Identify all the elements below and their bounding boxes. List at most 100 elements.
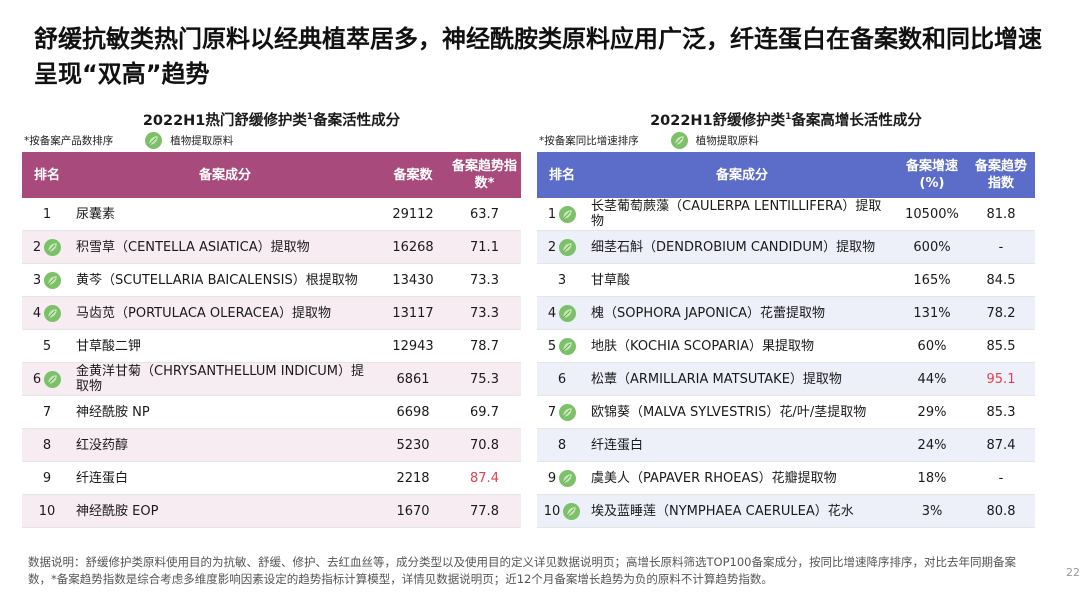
table-row: 5 甘草酸二钾 12943 78.7: [22, 329, 521, 363]
ingredient-name: 积雪草（CENTELLA ASIATICA）提取物: [72, 230, 378, 264]
ingredient-name: 神经酰胺 EOP: [72, 494, 378, 528]
trend-index: 73.3: [448, 296, 521, 330]
table-row: 3 甘草酸 165% 84.5: [537, 263, 1035, 297]
growth-rate: 44%: [897, 362, 967, 396]
filing-count: 29112: [378, 198, 448, 231]
ingredient-name: 红没药醇: [72, 428, 378, 462]
table-row: 6 松蕈（ARMILLARIA MATSUTAKE）提取物 44% 95.1: [537, 362, 1035, 396]
rank-cell: 4: [22, 296, 72, 330]
table-row: 6 金黄洋甘菊（CHRYSANTHELLUM INDICUM）提取物 6861 75.…: [22, 362, 521, 396]
growth-rate: 29%: [897, 395, 967, 429]
rank-number: 6: [557, 371, 567, 387]
rank-cell: 10: [22, 494, 72, 528]
left-table: 排名 备案成分 备案数 备案趋势指数* 1 尿囊素 29112 63.7 2 积雪草（CE…: [22, 152, 521, 528]
ingredient-name: 槐（SOPHORA JAPONICA）花蕾提取物: [587, 296, 897, 330]
trend-index: 84.5: [967, 263, 1035, 297]
left-legend: *按备案产品数排序 植物提取原料: [22, 128, 521, 152]
header-ingredient: 备案成分: [72, 152, 378, 198]
trend-index: 78.7: [448, 329, 521, 363]
ingredient-name: 虞美人（PAPAVER RHOEAS）花瓣提取物: [587, 461, 897, 495]
trend-index: 70.8: [448, 428, 521, 462]
rank-number: 5: [42, 338, 52, 354]
trend-index: -: [967, 230, 1035, 264]
rank-cell: 3: [22, 263, 72, 297]
rank-number: 10: [38, 503, 56, 519]
right-legend: *按备案同比增速排序 植物提取原料: [537, 128, 1035, 152]
rank-number: 5: [547, 338, 557, 354]
rank-number: 9: [42, 470, 52, 486]
right-legend-label: 植物提取原料: [695, 134, 759, 147]
header-trend: 备案趋势指数*: [448, 152, 521, 198]
rank-number: 2: [32, 239, 42, 255]
trend-index: 78.2: [967, 296, 1035, 330]
trend-index: 85.3: [967, 395, 1035, 429]
ingredient-name: 纤连蛋白: [72, 461, 378, 495]
left-legend-label: 植物提取原料: [170, 134, 234, 147]
rank-cell: 8: [537, 428, 587, 462]
header-rank: 排名: [537, 152, 587, 198]
ingredient-name: 马齿苋（PORTULACA OLERACEA）提取物: [72, 296, 378, 330]
rank-number: 8: [42, 437, 52, 453]
rank-cell: 2: [537, 230, 587, 264]
rank-cell: 7: [537, 395, 587, 429]
table-row: 5 地肤（KOCHIA SCOPARIA）果提取物 60% 85.5: [537, 329, 1035, 363]
rank-number: 9: [547, 470, 557, 486]
rank-number: 7: [547, 404, 557, 420]
filing-count: 6698: [378, 395, 448, 429]
left-title-text: 2022H1热门舒缓修护类: [142, 112, 307, 129]
ingredient-name: 松蕈（ARMILLARIA MATSUTAKE）提取物: [587, 362, 897, 396]
table-row: 2 细茎石斛（DENDROBIUM CANDIDUM）提取物 600% -: [537, 230, 1035, 264]
page-title: 舒缓抗敏类热门原料以经典植萃居多，神经酰胺类原料应用广泛，纤连蛋白在备案数和同比…: [34, 25, 1042, 88]
rank-cell: 9: [22, 461, 72, 495]
rank-cell: 5: [22, 329, 72, 363]
table-row: 4 马齿苋（PORTULACA OLERACEA）提取物 13117 73.3: [22, 296, 521, 330]
trend-index: 87.4: [448, 461, 521, 495]
trend-index: 75.3: [448, 362, 521, 396]
table-row: 1 长茎葡萄蕨藻（CAULERPA LENTILLIFERA）提取物 10500% 8…: [537, 198, 1035, 231]
trend-index: 63.7: [448, 198, 521, 231]
rank-cell: 4: [537, 296, 587, 330]
growth-rate: 18%: [897, 461, 967, 495]
table-row: 4 槐（SOPHORA JAPONICA）花蕾提取物 131% 78.2: [537, 296, 1035, 330]
right-title-sup: 1: [785, 112, 792, 122]
rank-number: 3: [32, 272, 42, 288]
left-panel: 2022H1热门舒缓修护类1备案活性成分 *按备案产品数排序 植物提取原料 排名…: [22, 106, 521, 528]
rank-cell: 6: [22, 362, 72, 396]
leaf-icon: [559, 403, 577, 421]
growth-rate: 3%: [897, 494, 967, 528]
rank-cell: 7: [22, 395, 72, 429]
rank-cell: 1: [22, 198, 72, 231]
ingredient-name: 甘草酸: [587, 263, 897, 297]
left-title-sup: 1: [306, 112, 314, 122]
filing-count: 12943: [378, 329, 448, 363]
ingredient-name: 金黄洋甘菊（CHRYSANTHELLUM INDICUM）提取物: [72, 362, 378, 396]
ingredient-name: 纤连蛋白: [587, 428, 897, 462]
leaf-icon: [559, 205, 577, 223]
right-panel-title: 2022H1舒缓修护类1备案高增长活性成分: [537, 106, 1035, 129]
right-table: 排名 备案成分 备案增速(%) 备案趋势指数 1 长茎葡萄蕨藻（CAULERPA …: [537, 152, 1035, 528]
ingredient-name: 尿囊素: [72, 198, 378, 231]
leaf-icon: [44, 238, 62, 256]
leaf-icon: [44, 370, 62, 388]
table-row: 9 虞美人（PAPAVER RHOEAS）花瓣提取物 18% -: [537, 461, 1035, 495]
rank-number: 1: [42, 206, 52, 222]
left-panel-title: 2022H1热门舒缓修护类1备案活性成分: [22, 106, 521, 129]
rank-cell: 6: [537, 362, 587, 396]
trend-index: 77.8: [448, 494, 521, 528]
table-row: 8 纤连蛋白 24% 87.4: [537, 428, 1035, 462]
filing-count: 13430: [378, 263, 448, 297]
right-panel: 2022H1舒缓修护类1备案高增长活性成分 *按备案同比增速排序 植物提取原料 …: [537, 106, 1035, 528]
filing-count: 5230: [378, 428, 448, 462]
rank-number: 6: [32, 371, 42, 387]
growth-rate: 131%: [897, 296, 967, 330]
rank-cell: 3: [537, 263, 587, 297]
filing-count: 6861: [378, 362, 448, 396]
table-row: 1 尿囊素 29112 63.7: [22, 198, 521, 231]
filing-count: 2218: [378, 461, 448, 495]
trend-index: 87.4: [967, 428, 1035, 462]
header-ingredient: 备案成分: [587, 152, 897, 198]
rank-number: 1: [547, 206, 557, 222]
growth-rate: 165%: [897, 263, 967, 297]
rank-number: 4: [547, 305, 557, 321]
table-row: 7 欧锦葵（MALVA SYLVESTRIS）花/叶/茎提取物 29% 85.3: [537, 395, 1035, 429]
